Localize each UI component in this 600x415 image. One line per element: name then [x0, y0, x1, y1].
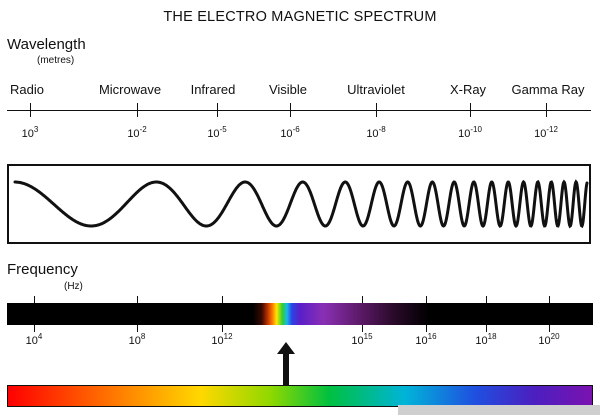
visible-arrow-icon — [277, 342, 295, 386]
frequency-tick-label-exponent: 16 — [427, 332, 437, 341]
frequency-tick-label-base: 10 — [351, 335, 364, 347]
frequency-tick-label: 1015 — [351, 332, 373, 347]
wavelength-tick-label-exponent: 3 — [33, 125, 39, 134]
wavelength-tick-label-base: 10 — [366, 128, 379, 140]
wavelength-tick-label-exponent: -2 — [139, 125, 147, 134]
image-edge-strip — [398, 405, 600, 415]
band-label-x-ray: X-Ray — [449, 82, 487, 97]
frequency-tick-label-base: 10 — [415, 335, 428, 347]
wavelength-axis — [7, 110, 591, 111]
frequency-tick-label-base: 10 — [211, 335, 224, 347]
wavelength-tick-label-exponent: -8 — [378, 125, 386, 134]
frequency-tick-label-exponent: 4 — [37, 332, 43, 341]
wavelength-tick — [137, 103, 138, 117]
wavelength-tick-label-base: 10 — [127, 128, 140, 140]
band-label-microwave: Microwave — [98, 82, 162, 97]
wavelength-tick-label-base: 10 — [534, 128, 547, 140]
wavelength-tick — [546, 103, 547, 117]
frequency-unit: (Hz) — [64, 281, 83, 292]
wavelength-tick-label-exponent: -10 — [470, 125, 482, 134]
wavelength-tick-label-exponent: -12 — [546, 125, 558, 134]
wave-panel — [7, 164, 591, 244]
band-label-radio: Radio — [10, 82, 44, 97]
wavelength-tick-label-base: 10 — [280, 128, 293, 140]
frequency-tick-label: 1018 — [475, 332, 497, 347]
diagram-title: THE ELECTRO MAGNETIC SPECTRUM — [163, 9, 437, 25]
frequency-tick-label: 1012 — [211, 332, 233, 347]
wavelength-tick-label-base: 10 — [21, 128, 34, 140]
frequency-tick-label-exponent: 15 — [363, 332, 373, 341]
frequency-tick-label-base: 10 — [475, 335, 488, 347]
frequency-tick-label-exponent: 18 — [487, 332, 497, 341]
frequency-tick-label-base: 10 — [538, 335, 551, 347]
frequency-tick-label-exponent: 8 — [140, 332, 146, 341]
frequency-tick-label: 1020 — [538, 332, 560, 347]
frequency-tick-label-base: 10 — [25, 335, 38, 347]
wavelength-tick — [217, 103, 218, 117]
frequency-tick-label-base: 10 — [128, 335, 141, 347]
wavelength-tick-label: 10-10 — [458, 125, 482, 140]
band-label-infrared: Infrared — [190, 82, 236, 97]
frequency-tick-label: 104 — [25, 332, 43, 347]
band-label-ultraviolet: Ultraviolet — [347, 82, 405, 97]
wavelength-tick-label: 10-6 — [280, 125, 300, 140]
frequency-tick-label-exponent: 20 — [550, 332, 560, 341]
wavelength-tick — [290, 103, 291, 117]
wavelength-tick-label: 10-2 — [127, 125, 147, 140]
visible-spectrum-bar — [7, 385, 593, 407]
band-label-visible: Visible — [268, 82, 308, 97]
wave-line — [13, 179, 589, 229]
wavelength-tick-label-base: 10 — [458, 128, 471, 140]
wavelength-tick-label-base: 10 — [207, 128, 220, 140]
frequency-label: Frequency — [7, 261, 78, 278]
frequency-tick-label-exponent: 12 — [223, 332, 233, 341]
wavelength-tick — [30, 103, 31, 117]
frequency-tick-label: 1016 — [415, 332, 437, 347]
wavelength-tick-label: 10-12 — [534, 125, 558, 140]
wavelength-tick — [470, 103, 471, 117]
wavelength-tick — [376, 103, 377, 117]
wavelength-tick-label: 10-5 — [207, 125, 227, 140]
wavelength-tick-label: 103 — [21, 125, 39, 140]
wavelength-unit: (metres) — [37, 55, 75, 66]
wavelength-tick-label: 10-8 — [366, 125, 386, 140]
wave-illustration — [13, 179, 589, 229]
wavelength-label: Wavelength — [7, 36, 86, 53]
frequency-tick-label: 108 — [128, 332, 146, 347]
wavelength-tick-label-exponent: -5 — [219, 125, 227, 134]
frequency-spectrum-bar — [7, 303, 593, 325]
wavelength-tick-label-exponent: -6 — [292, 125, 300, 134]
band-label-gamma-ray: Gamma Ray — [511, 82, 585, 97]
